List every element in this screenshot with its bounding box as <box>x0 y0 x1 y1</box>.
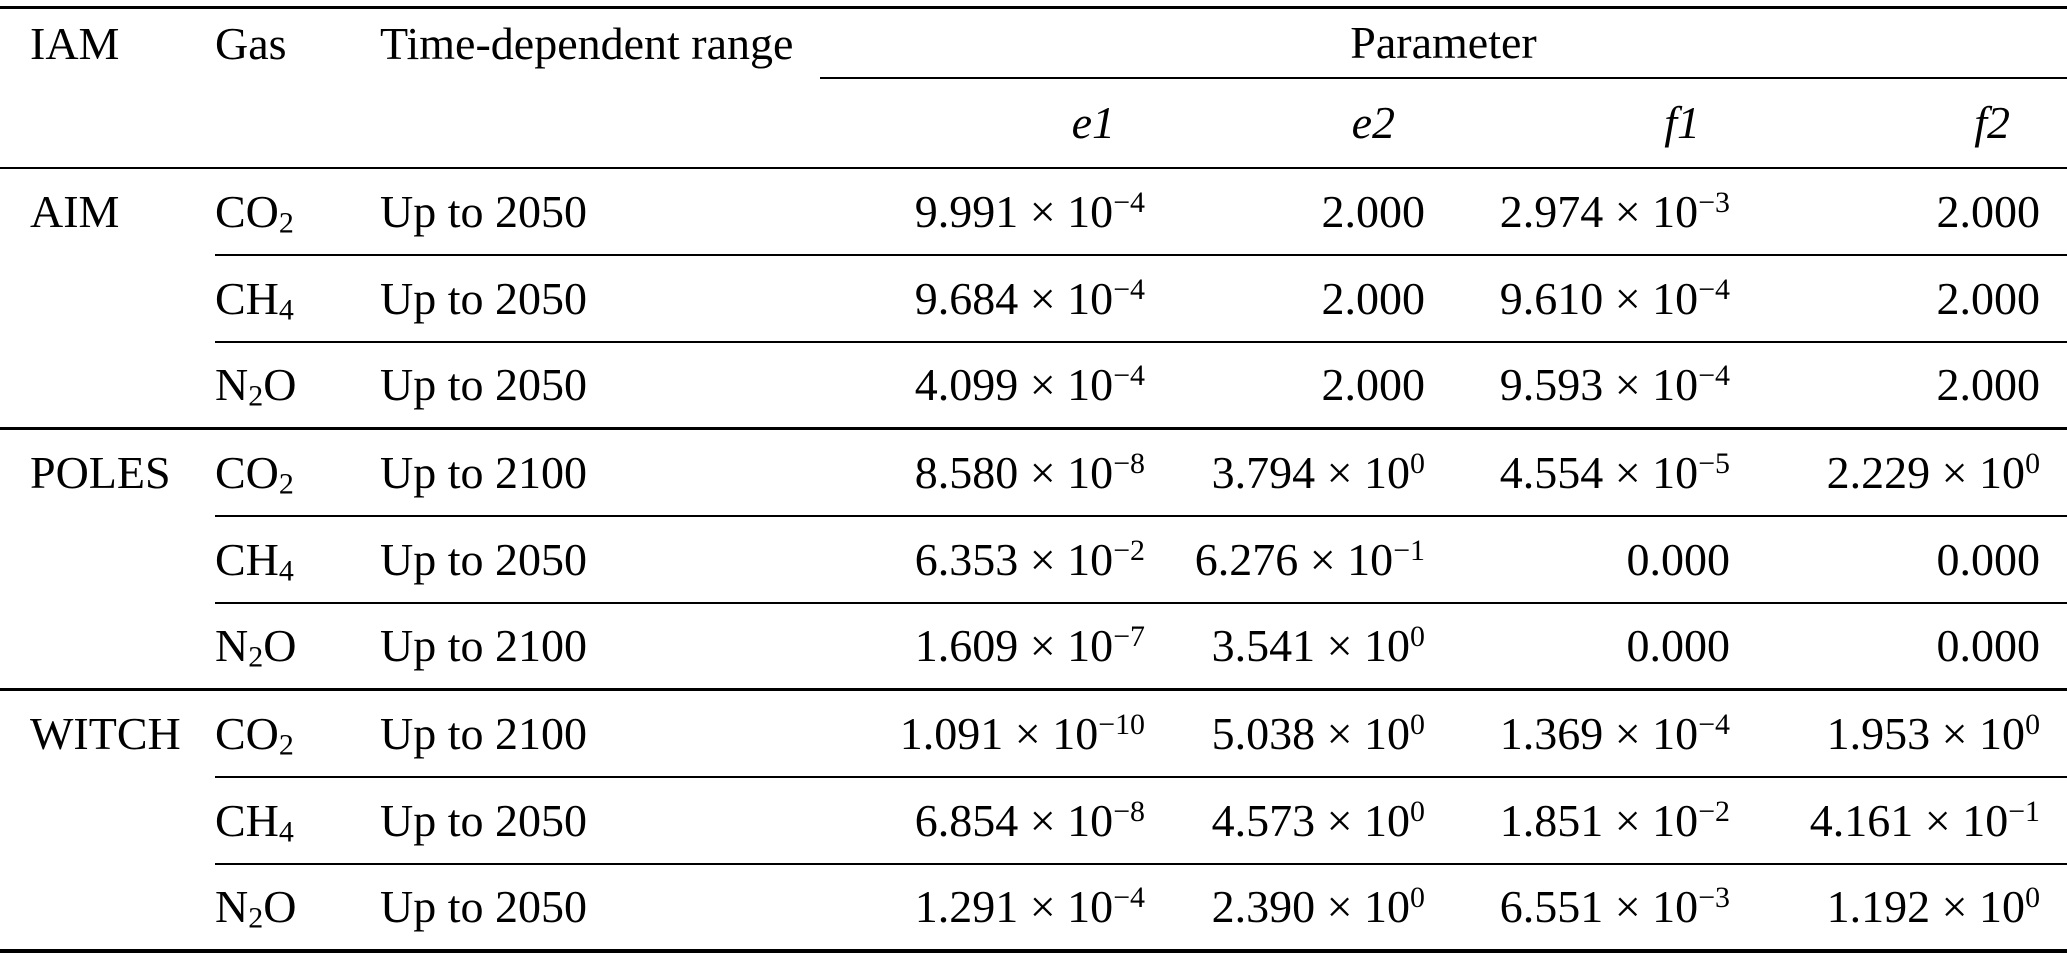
range-cell: Up to 2100 <box>380 602 820 691</box>
column-header-f1: f1 <box>1425 77 1730 169</box>
column-header-f2: f2 <box>1730 77 2067 169</box>
param-f2-cell: 1.953 × 100 <box>1730 689 2067 778</box>
iam-cell: AIM <box>30 186 120 237</box>
param-f1-cell: 9.593 × 10−4 <box>1425 341 1730 430</box>
gas-cell: N2O <box>215 881 297 935</box>
gas-cell: CO2 <box>215 167 380 256</box>
param-e1-cell: 4.099 × 10−4 <box>820 341 1145 430</box>
gas-cell: CH4 <box>215 254 380 343</box>
table-row: N2O Up to 2100 1.609 × 10−7 3.541 × 100 … <box>0 602 2067 691</box>
column-header-range: Time-dependent range <box>380 17 794 69</box>
column-header-e1: e1 <box>820 77 1145 169</box>
param-e1-cell: 9.684 × 10−4 <box>820 254 1145 343</box>
param-e2-cell: 2.000 <box>1145 167 1425 256</box>
parameter-table: IAM Gas Time-dependent range Parameter e… <box>0 6 2067 953</box>
iam-cell <box>0 602 215 691</box>
param-e2-cell: 2.000 <box>1145 254 1425 343</box>
header-spacer <box>0 77 215 169</box>
param-e1-cell: 8.580 × 10−8 <box>820 428 1145 517</box>
iam-cell: WITCH <box>30 708 181 760</box>
gas-cell: CH4 <box>215 776 380 865</box>
param-e2-cell: 4.573 × 100 <box>1145 776 1425 865</box>
param-f1-cell: 4.554 × 10−5 <box>1425 428 1730 517</box>
param-e2-cell: 2.000 <box>1145 341 1425 430</box>
param-e1-cell: 6.854 × 10−8 <box>820 776 1145 865</box>
column-header-iam: IAM <box>30 17 120 69</box>
param-e1-cell: 9.991 × 10−4 <box>820 167 1145 256</box>
param-f1-cell: 0.000 <box>1425 602 1730 691</box>
gas-cell: CH4 <box>215 515 380 604</box>
param-e1-cell: 1.609 × 10−7 <box>820 602 1145 691</box>
table-row: AIM CO2 Up to 2050 9.991 × 10−4 2.000 2.… <box>0 167 2067 256</box>
table-row: WITCH CO2 Up to 2100 1.091 × 10−10 5.038… <box>0 689 2067 778</box>
range-cell: Up to 2050 <box>380 341 820 430</box>
param-e2-cell: 6.276 × 10−1 <box>1145 515 1425 604</box>
param-f1-cell: 0.000 <box>1425 515 1730 604</box>
range-cell: Up to 2050 <box>380 515 820 604</box>
gas-cell: N2O <box>215 341 380 430</box>
table-row: POLES CO2 Up to 2100 8.580 × 10−8 3.794 … <box>0 428 2067 517</box>
param-f1-cell: 9.610 × 10−4 <box>1425 254 1730 343</box>
gas-cell: CO2 <box>215 689 380 778</box>
param-f2-cell: 2.000 <box>1730 167 2067 256</box>
param-f2-cell: 2.229 × 100 <box>1730 428 2067 517</box>
column-header-parameter-group: Parameter <box>820 7 2067 79</box>
range-cell: Up to 2050 <box>380 881 587 932</box>
param-f2-cell: 4.161 × 10−1 <box>1730 776 2067 865</box>
gas-cell: N2O <box>215 602 380 691</box>
gas-cell: CO2 <box>215 428 380 517</box>
param-e1-cell: 1.291 × 10−4 <box>914 881 1145 932</box>
range-cell: Up to 2100 <box>380 689 820 778</box>
header-row-top: IAM Gas Time-dependent range Parameter <box>0 7 2067 79</box>
param-e2-cell: 3.541 × 100 <box>1145 602 1425 691</box>
header-spacer <box>215 77 380 169</box>
table-body: AIM CO2 Up to 2050 9.991 × 10−4 2.000 2.… <box>0 167 2067 951</box>
table-row: CH4 Up to 2050 6.854 × 10−8 4.573 × 100 … <box>0 776 2067 865</box>
table-row: N2O Up to 2050 1.291 × 10−4 2.390 × 100 … <box>0 864 2067 951</box>
param-f1-cell: 1.851 × 10−2 <box>1425 776 1730 865</box>
range-cell: Up to 2050 <box>380 776 820 865</box>
iam-cell <box>0 516 215 603</box>
param-f2-cell: 0.000 <box>1730 602 2067 691</box>
header-row-parameters: e1 e2 f1 f2 <box>0 77 2067 169</box>
param-f2-cell: 0.000 <box>1730 515 2067 604</box>
column-header-gas: Gas <box>215 17 287 69</box>
table-row: CH4 Up to 2050 9.684 × 10−4 2.000 9.610 … <box>0 254 2067 343</box>
param-e2-cell: 5.038 × 100 <box>1145 689 1425 778</box>
table-row: CH4 Up to 2050 6.353 × 10−2 6.276 × 10−1… <box>0 515 2067 604</box>
iam-cell <box>0 864 215 951</box>
range-cell: Up to 2050 <box>380 254 820 343</box>
param-e1-cell: 6.353 × 10−2 <box>820 515 1145 604</box>
header-spacer <box>380 77 820 169</box>
range-cell: Up to 2100 <box>380 428 820 517</box>
iam-cell <box>0 777 215 864</box>
param-f1-cell: 2.974 × 10−3 <box>1425 167 1730 256</box>
table-header: IAM Gas Time-dependent range Parameter e… <box>0 7 2067 169</box>
param-e1-cell: 1.091 × 10−10 <box>820 689 1145 778</box>
param-e2-cell: 2.390 × 100 <box>1211 881 1425 932</box>
column-header-e2: e2 <box>1145 77 1425 169</box>
param-f2-cell: 2.000 <box>1730 341 2067 430</box>
param-f1-cell: 1.369 × 10−4 <box>1425 689 1730 778</box>
param-f1-cell: 6.551 × 10−3 <box>1499 881 1730 932</box>
iam-cell <box>0 255 215 342</box>
range-cell: Up to 2050 <box>380 167 820 256</box>
param-f2-cell: 2.000 <box>1730 254 2067 343</box>
param-e2-cell: 3.794 × 100 <box>1145 428 1425 517</box>
param-f2-cell: 1.192 × 100 <box>1826 881 2041 932</box>
table-row: N2O Up to 2050 4.099 × 10−4 2.000 9.593 … <box>0 341 2067 430</box>
iam-cell: POLES <box>30 447 171 499</box>
iam-cell <box>0 341 215 430</box>
